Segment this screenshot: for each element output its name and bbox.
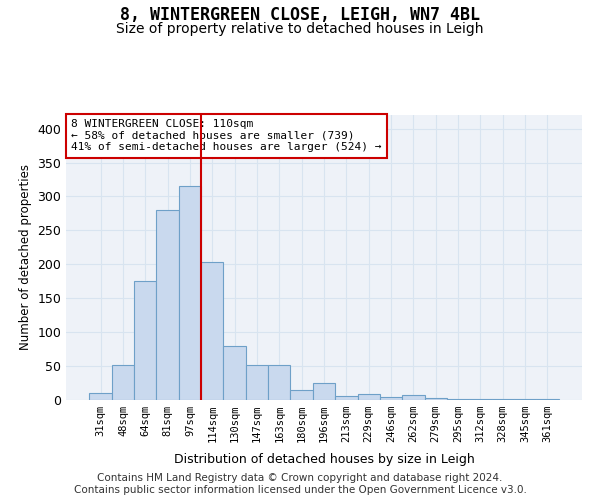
Bar [290,390,313,400]
Bar [157,210,179,400]
Bar [425,398,447,400]
Bar [268,364,290,400]
Text: 8, WINTERGREEN CLOSE, LEIGH, WN7 4BL: 8, WINTERGREEN CLOSE, LEIGH, WN7 4BL [120,6,480,25]
Bar [179,186,201,400]
X-axis label: Distribution of detached houses by size in Leigh: Distribution of detached houses by size … [173,454,475,466]
Bar [134,281,157,400]
Bar [89,393,112,400]
Bar [335,396,358,400]
Text: Size of property relative to detached houses in Leigh: Size of property relative to detached ho… [116,22,484,36]
Bar [201,262,223,400]
Bar [246,364,268,400]
Bar [358,394,380,400]
Bar [313,383,335,400]
Text: 8 WINTERGREEN CLOSE: 110sqm
← 58% of detached houses are smaller (739)
41% of se: 8 WINTERGREEN CLOSE: 110sqm ← 58% of det… [71,120,382,152]
Bar [112,364,134,400]
Bar [469,398,491,400]
Y-axis label: Number of detached properties: Number of detached properties [19,164,32,350]
Bar [402,395,425,400]
Bar [380,398,402,400]
Bar [223,346,246,400]
Text: Contains HM Land Registry data © Crown copyright and database right 2024.
Contai: Contains HM Land Registry data © Crown c… [74,474,526,495]
Bar [447,398,469,400]
